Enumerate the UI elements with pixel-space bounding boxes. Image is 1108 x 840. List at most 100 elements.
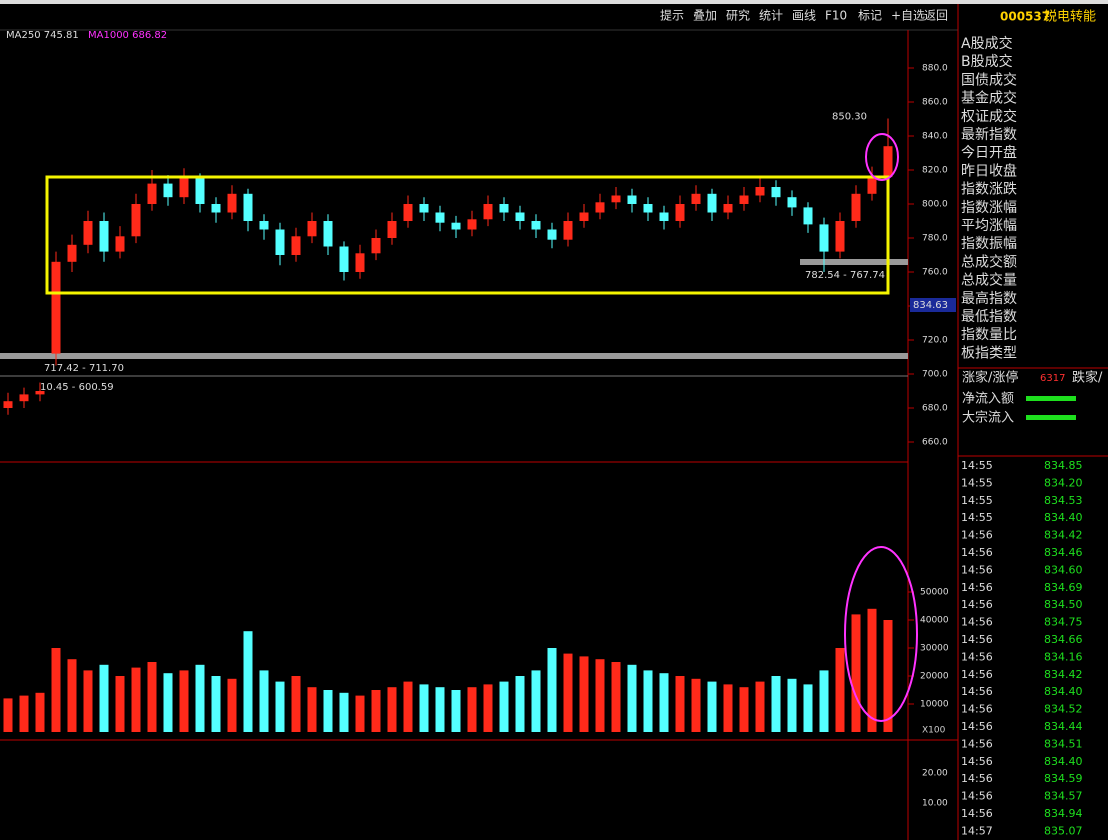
indicator-label: MA250 745.81	[6, 30, 79, 41]
volume-bar	[3, 698, 13, 732]
candle-body	[291, 236, 301, 255]
candle-body	[35, 391, 45, 395]
candle-body	[611, 195, 621, 203]
candle-body	[467, 219, 477, 230]
volume-unit: X100	[922, 726, 946, 736]
toolbar-button[interactable]: F10	[825, 9, 847, 23]
candle-body	[755, 187, 765, 196]
candle-body	[83, 221, 93, 245]
volume-bar	[515, 676, 525, 732]
tick-price: 834.57	[1044, 790, 1083, 803]
candle-body	[579, 212, 589, 221]
volume-bar	[35, 692, 45, 732]
candle-body	[643, 204, 653, 213]
toolbar-button[interactable]: +自选	[891, 9, 925, 23]
candle-body	[515, 212, 525, 221]
quote-label: 最低指数	[961, 309, 1017, 325]
volume-bar	[147, 662, 157, 732]
flow-value: 6317	[1040, 373, 1065, 384]
y-tick-label: 820.0	[922, 166, 948, 176]
tick-price: 834.40	[1044, 755, 1083, 768]
quote-label: A股成交	[961, 35, 1013, 52]
tick-time: 14:55	[961, 511, 993, 524]
tick-time: 14:56	[961, 581, 993, 594]
volume-bar	[51, 648, 61, 732]
price-annotation: 782.54 - 767.74	[805, 270, 885, 281]
tick-time: 14:56	[961, 598, 993, 611]
last-price: 834.63	[913, 300, 948, 311]
volume-bar	[387, 687, 397, 732]
candle-body	[499, 204, 509, 213]
tick-time: 14:56	[961, 737, 993, 750]
volume-bar	[483, 684, 493, 732]
tick-price: 834.60	[1044, 563, 1083, 576]
quote-label: 最高指数	[961, 290, 1017, 307]
volume-bar	[579, 656, 589, 732]
volume-bar	[179, 670, 189, 732]
candle-body	[99, 221, 109, 252]
quote-label: 平均涨幅	[961, 218, 1017, 234]
candle-body	[883, 146, 893, 177]
volume-bar	[803, 684, 813, 732]
tick-price: 834.75	[1044, 616, 1083, 629]
quote-label: 指数涨跌	[961, 182, 1017, 198]
y-tick-label: 780.0	[922, 234, 948, 244]
tick-time: 14:55	[961, 459, 993, 472]
tick-time: 14:55	[961, 476, 993, 489]
volume-bar	[611, 662, 621, 732]
y-tick-label: 30000	[920, 644, 949, 654]
tick-price: 834.59	[1044, 772, 1083, 785]
candle-body	[851, 193, 861, 221]
volume-bar	[819, 670, 829, 732]
toolbar-button[interactable]: 叠加	[693, 9, 717, 23]
volume-bar	[323, 690, 333, 732]
candle-body	[3, 401, 13, 408]
tick-time: 14:56	[961, 633, 993, 646]
candle-body	[771, 187, 781, 198]
candle-body	[531, 221, 541, 230]
price-annotation: 850.30	[832, 111, 867, 122]
candle-body	[195, 178, 205, 204]
candle-body	[323, 221, 333, 247]
volume-bar	[83, 670, 93, 732]
quote-label: 指数涨幅	[961, 200, 1017, 216]
volume-bar	[275, 681, 285, 732]
volume-bar	[307, 687, 317, 732]
volume-bar	[835, 648, 845, 732]
toolbar-button[interactable]: 提示	[660, 8, 684, 23]
candle-body	[179, 178, 189, 198]
tick-price: 834.16	[1044, 650, 1083, 663]
price-annotation: 10.45 - 600.59	[40, 382, 114, 393]
tick-price: 834.20	[1044, 476, 1083, 489]
volume-bar	[547, 648, 557, 732]
volume-bar	[643, 670, 653, 732]
price-annotation: 717.42 - 711.70	[44, 363, 124, 374]
tick-price: 835.07	[1044, 824, 1083, 837]
tick-price: 834.51	[1044, 737, 1083, 750]
toolbar-button[interactable]: 统计	[759, 9, 783, 23]
quote-label: 国债成交	[961, 71, 1017, 88]
volume-bar	[435, 687, 445, 732]
tick-time: 14:56	[961, 650, 993, 663]
top-strip	[0, 0, 1108, 4]
y-tick-label: 720.0	[922, 336, 948, 346]
candle-body	[115, 236, 125, 252]
tick-price: 834.52	[1044, 703, 1083, 716]
quote-label: 板指类型	[961, 345, 1017, 361]
highlight-box	[45, 175, 890, 295]
toolbar-button[interactable]: 研究	[726, 8, 750, 23]
candle-body	[803, 207, 813, 225]
candle-body	[563, 221, 573, 240]
candle-body	[867, 176, 877, 194]
tick-time: 14:56	[961, 546, 993, 559]
toolbar-button[interactable]: 标记	[858, 9, 882, 23]
candle-body	[819, 224, 829, 252]
candle-body	[547, 229, 557, 240]
candle-body	[211, 204, 221, 213]
toolbar-button[interactable]: 画线	[792, 9, 816, 23]
tick-time: 14:56	[961, 790, 993, 803]
flow-label: 跌家/	[1072, 370, 1103, 386]
flow-label: 净流入额	[962, 392, 1014, 407]
toolbar-button[interactable]: 返回	[924, 9, 948, 23]
